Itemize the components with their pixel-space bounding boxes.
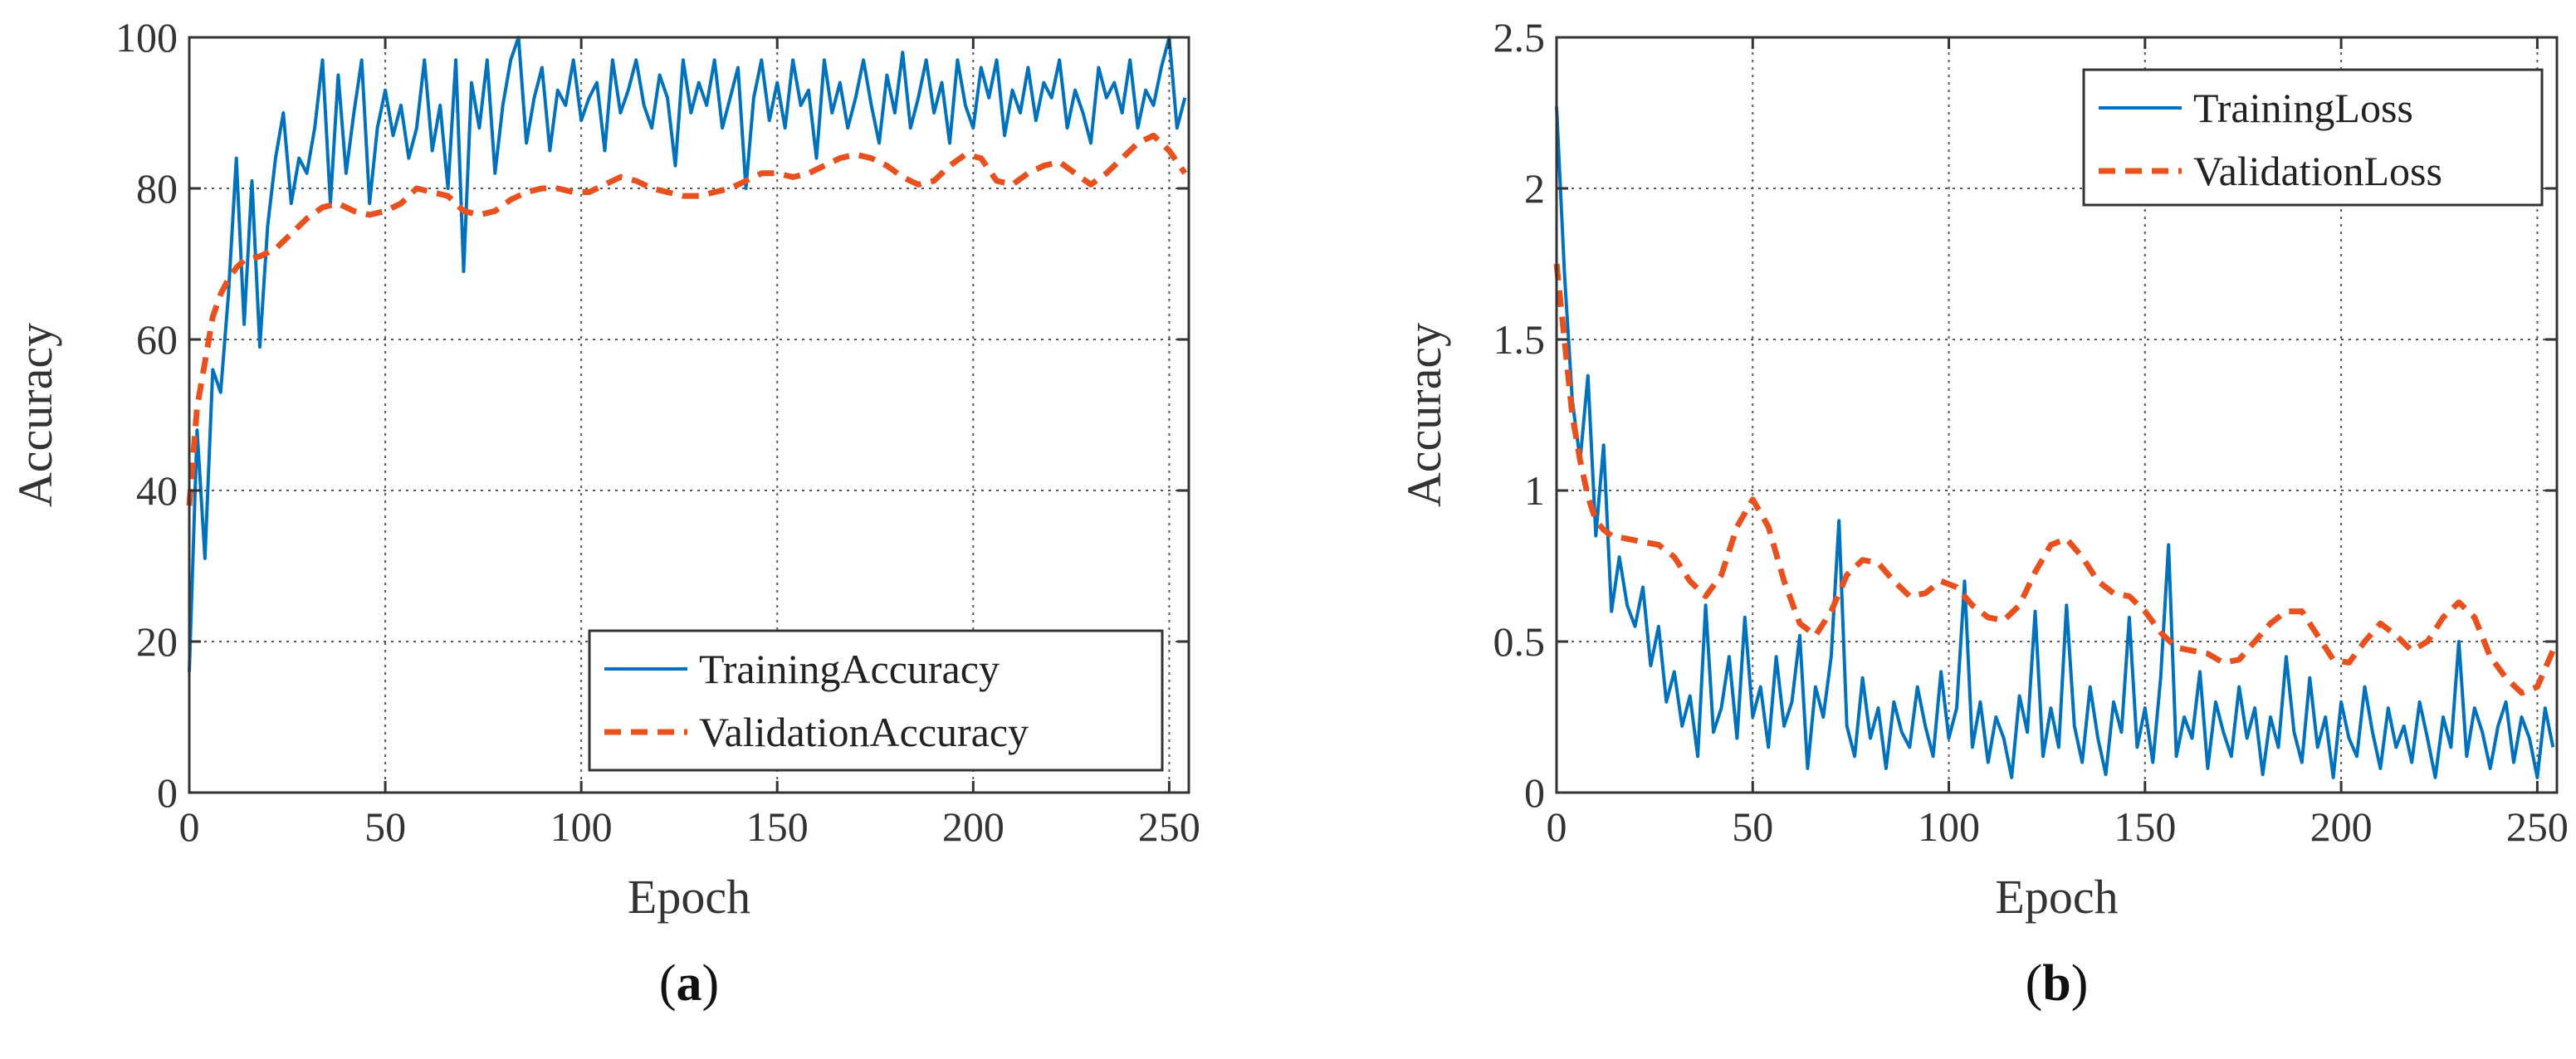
x-tick-label: 150: [2114, 803, 2176, 850]
panel-label-letter: a: [677, 955, 702, 1012]
panel-label-open: (: [659, 955, 677, 1012]
series-line-TrainingAccuracy: [188, 36, 1187, 672]
x-tick-label: 0: [179, 803, 200, 850]
panel-label-letter: b: [2042, 955, 2070, 1012]
legend-box: [588, 629, 1164, 772]
x-tick-label: 0: [1547, 803, 1567, 850]
panel-label-close: ): [2071, 955, 2089, 1012]
series-line-TrainingLoss: [1555, 106, 2555, 779]
x-tick-label: 200: [2310, 803, 2373, 850]
y-tick-label: 0: [1524, 769, 1545, 816]
legend-label: TrainingAccuracy: [699, 646, 1000, 692]
x-axis-label: Epoch: [1995, 870, 2118, 924]
legend: TrainingLoss ValidationLoss: [2082, 68, 2544, 207]
legend: TrainingAccuracy ValidationAccuracy: [588, 629, 1164, 772]
y-tick-label: 0.5: [1493, 618, 1546, 665]
panel-label: (a): [659, 955, 719, 1012]
legend-label: ValidationAccuracy: [699, 709, 1029, 755]
x-tick-label: 100: [550, 803, 613, 850]
x-tick-label: 100: [1918, 803, 1980, 850]
x-tick-label: 50: [1732, 803, 1773, 850]
y-tick-label: 2.5: [1493, 14, 1546, 61]
x-axis-label: Epoch: [628, 870, 750, 924]
y-tick-label: 20: [136, 618, 178, 665]
series-line-ValidationAccuracy: [186, 132, 1188, 506]
y-tick-label: 80: [136, 165, 178, 212]
x-tick-label: 150: [746, 803, 809, 850]
x-tick-label: 250: [2506, 803, 2569, 850]
x-tick-label: 250: [1138, 803, 1200, 850]
plot-frame: [1555, 36, 2559, 794]
y-tick-label: 40: [136, 467, 178, 514]
legend-label: ValidationLoss: [2193, 148, 2442, 194]
legend-box: [2082, 68, 2544, 207]
y-tick-label: 100: [115, 14, 178, 61]
y-axis-label: Accuracy: [1397, 323, 1451, 507]
panel-label-close: ): [702, 955, 720, 1012]
chart-panel-b: 0 50 100 150 200 250 0 0.5 1 1.5 2 2.5 Epoch Accuracy…: [1397, 14, 2569, 1012]
panel-label-open: (: [2026, 955, 2043, 1012]
panel-label: (b): [2026, 955, 2089, 1012]
plot-frame: [188, 36, 1190, 794]
x-tick-label: 50: [364, 803, 406, 850]
series-line-ValidationLoss: [1553, 263, 2556, 696]
y-tick-label: 1: [1524, 467, 1545, 514]
y-tick-label: 60: [136, 316, 178, 363]
chart-panel-a: 0 50 100 150 200 250 0 20 40 60 80 100 Epoch Accuracy…: [8, 14, 1200, 1012]
y-axis-label: Accuracy: [8, 323, 62, 507]
x-tick-label: 200: [942, 803, 1004, 850]
y-tick-label: 1.5: [1493, 316, 1546, 363]
y-tick-label: 0: [157, 769, 178, 816]
legend-label: TrainingLoss: [2193, 85, 2413, 131]
y-tick-label: 2: [1524, 165, 1545, 212]
